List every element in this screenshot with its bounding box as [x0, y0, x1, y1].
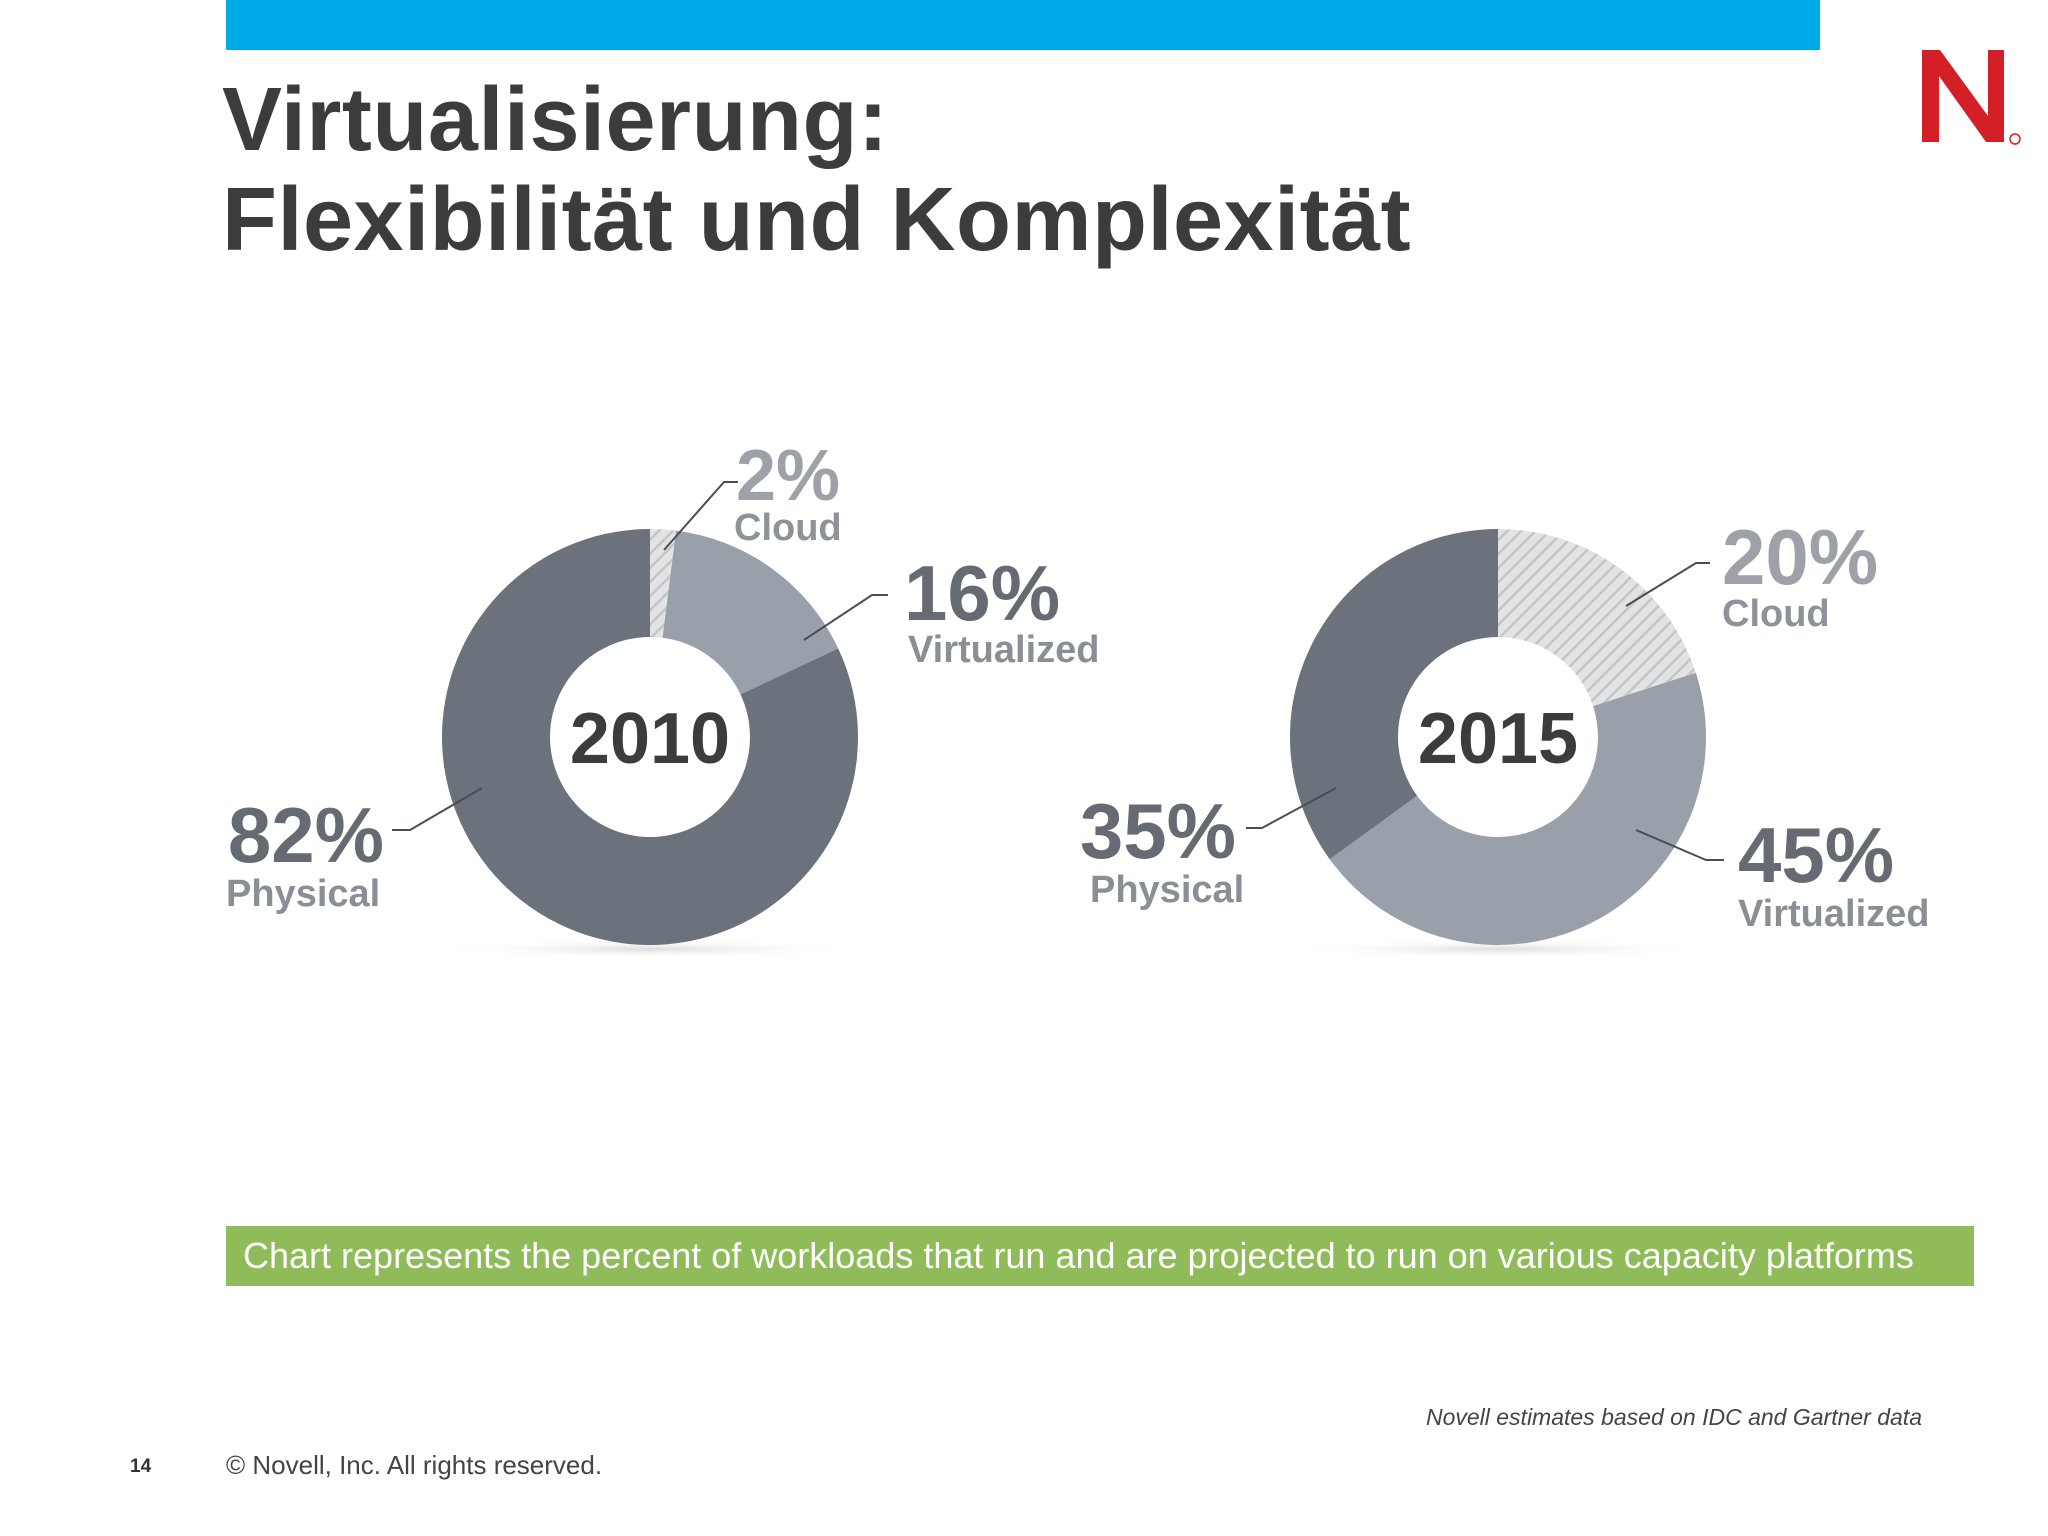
year-label-2010: 2010 — [570, 699, 730, 779]
name-label-2015-physical: Physical — [1090, 869, 1244, 911]
pct-label-2010-virtualized: 16% — [904, 549, 1060, 637]
source-note: Novell estimates based on IDC and Gartne… — [1425, 1404, 1922, 1430]
page-title: Virtualisierung: Flexibilität und Komple… — [222, 70, 1411, 270]
name-label-2010-physical: Physical — [226, 873, 380, 915]
registered-mark — [2009, 133, 2021, 145]
leader-line-2015-physical — [1246, 787, 1337, 829]
copyright-notice: © Novell, Inc. All rights reserved. — [226, 1450, 603, 1480]
donut-shadow — [1279, 939, 1717, 959]
slice-2010-virtualized — [662, 530, 839, 695]
year-label-2015: 2015 — [1418, 699, 1578, 779]
slice-2015-virtualized — [1329, 672, 1706, 946]
leader-line-2010-cloud — [663, 481, 738, 551]
novell-logo — [1922, 50, 2021, 145]
slice-2015-cloud — [1498, 529, 1696, 707]
leader-line-2010-virtualized — [803, 594, 888, 641]
slice-2010-physical — [441, 529, 859, 946]
logo-n-shape — [1922, 50, 2004, 142]
name-label-2010-cloud: Cloud — [734, 507, 842, 549]
top-accent-bar — [226, 0, 1820, 50]
name-label-2015-virtualized: Virtualized — [1738, 893, 1929, 935]
chart-description-banner: Chart represents the percent of workload… — [226, 1226, 1974, 1286]
leader-line-2010-physical — [392, 787, 483, 831]
page-number: 14 — [130, 1456, 152, 1477]
name-label-2010-virtualized: Virtualized — [908, 629, 1099, 671]
title-line-1: Virtualisierung: — [222, 70, 889, 170]
name-label-2015-cloud: Cloud — [1722, 593, 1830, 635]
leader-line-2015-cloud — [1625, 562, 1710, 607]
leader-line-2015-virtualized — [1635, 829, 1724, 861]
pct-label-2015-cloud: 20% — [1722, 513, 1878, 601]
slice-2015-physical — [1290, 529, 1498, 860]
title-line-2: Flexibilität und Komplexität — [222, 170, 1412, 270]
donut-shadow — [431, 939, 869, 959]
pct-label-2010-physical: 82% — [228, 791, 384, 879]
pct-label-2015-physical: 35% — [1080, 787, 1236, 875]
pct-label-2010-cloud: 2% — [736, 436, 840, 516]
pct-label-2015-virtualized: 45% — [1738, 811, 1894, 899]
slice-2010-cloud — [650, 529, 677, 638]
